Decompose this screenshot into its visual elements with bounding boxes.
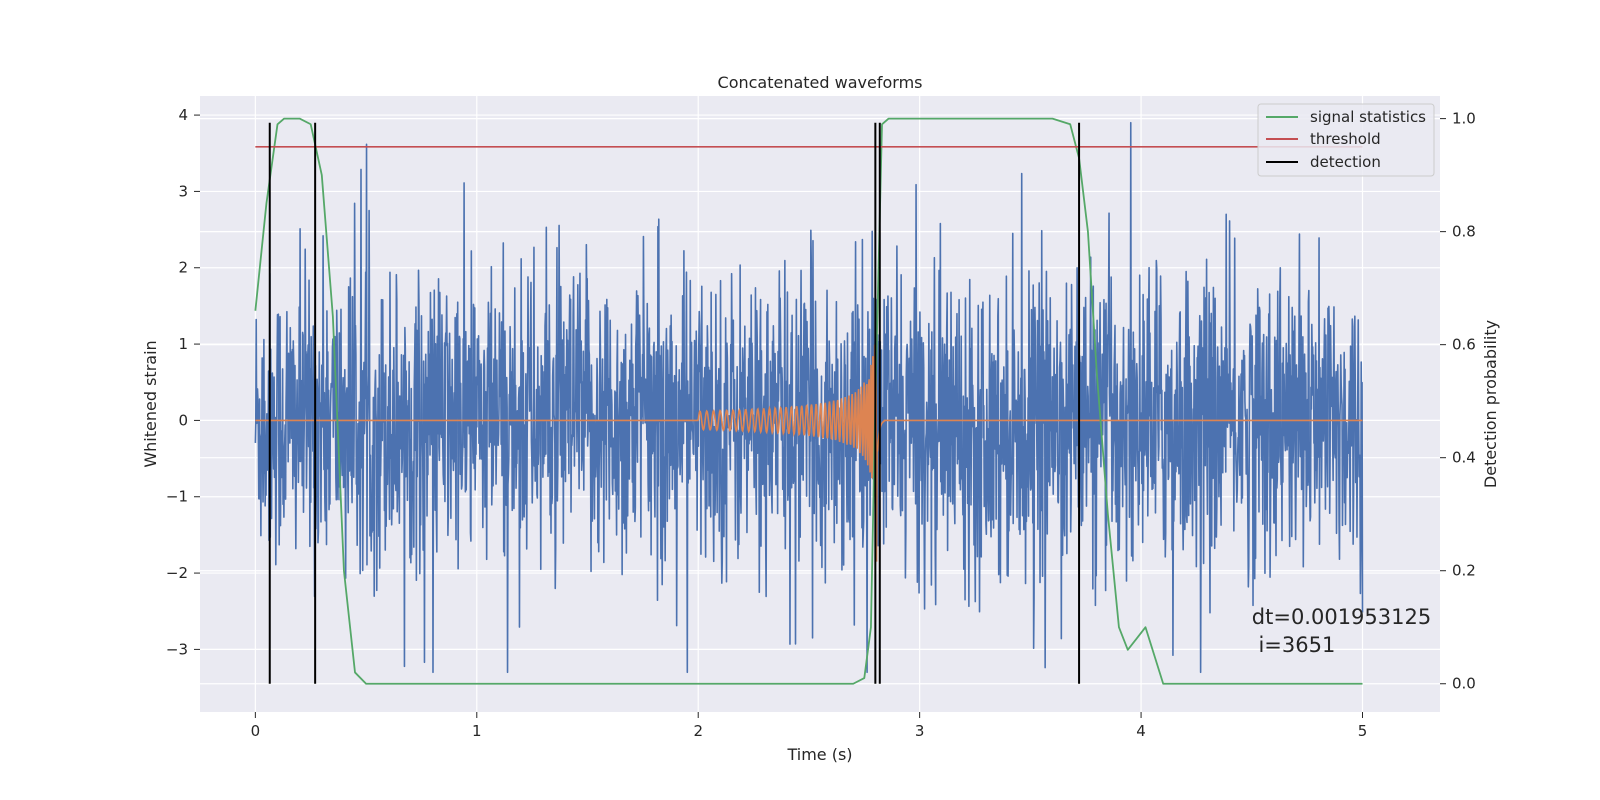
y-right-tick-label: 0.6 <box>1452 336 1476 354</box>
y-axis-label: Whitened strain <box>141 340 160 467</box>
x-tick-label: 2 <box>693 722 703 740</box>
y-tick-label: 3 <box>178 182 188 200</box>
y-tick-label: −3 <box>166 640 188 658</box>
y-right-tick-label: 1.0 <box>1452 110 1476 128</box>
y-tick-label: −1 <box>166 488 188 506</box>
y-tick-label: 1 <box>178 335 188 353</box>
x-tick-label: 1 <box>472 722 482 740</box>
legend-box <box>1257 103 1435 177</box>
chart-title: Concatenated waveforms <box>718 73 923 92</box>
x-axis-ticks: 0 1 2 3 4 5 <box>251 712 1368 740</box>
annotation-index: i=3651 <box>1252 633 1336 657</box>
legend-label-signal-statistics: signal statistics <box>1310 108 1426 126</box>
y-tick-label: 0 <box>178 411 188 429</box>
y-tick-label: −2 <box>166 564 188 582</box>
series-detection <box>268 122 1081 684</box>
x-tick-label: 0 <box>251 722 261 740</box>
y-axis-right-label: Detection probability <box>1481 320 1500 488</box>
y-right-tick-label: 0.0 <box>1452 675 1476 693</box>
y-tick-label: 4 <box>178 106 188 124</box>
y-right-tick-label: 0.4 <box>1452 449 1476 467</box>
x-tick-label: 5 <box>1358 722 1368 740</box>
y-right-tick-label: 0.8 <box>1452 223 1476 241</box>
x-axis-label: Time (s) <box>786 745 852 764</box>
y-tick-label: 2 <box>178 259 188 277</box>
y-axis-ticks: −3 −2 −1 0 1 2 3 4 <box>166 106 200 658</box>
legend: signal statistics threshold detection <box>1257 103 1435 177</box>
y-axis-right-ticks: 0.0 0.2 0.4 0.6 0.8 1.0 <box>1440 110 1476 693</box>
x-tick-label: 4 <box>1136 722 1146 740</box>
y-right-tick-label: 0.2 <box>1452 562 1476 580</box>
x-tick-label: 3 <box>915 722 925 740</box>
strain-line <box>254 121 1364 674</box>
legend-label-detection: detection <box>1310 153 1381 171</box>
annotation-dt: dt=0.001953125 <box>1252 605 1431 629</box>
series-strain <box>254 121 1364 674</box>
series-template <box>255 339 1363 562</box>
template-line <box>255 339 1363 562</box>
legend-label-threshold: threshold <box>1310 130 1381 148</box>
